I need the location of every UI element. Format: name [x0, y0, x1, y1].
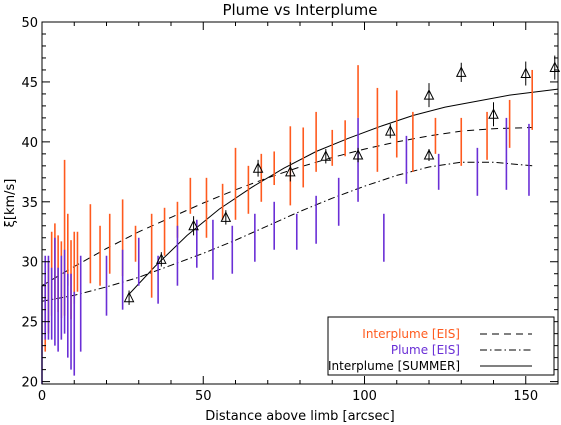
summer-triangle-marker	[520, 67, 532, 79]
y-tick-label: 45	[21, 76, 38, 91]
legend-label: Plume [EIS]	[391, 343, 460, 357]
fit-line-0	[41, 127, 533, 287]
summer-triangle-marker	[252, 162, 264, 173]
chart-title: Plume vs Interplume	[222, 1, 377, 19]
summer-triangle-marker	[549, 61, 561, 73]
fit-line-1	[41, 161, 533, 302]
summer-triangle-marker	[320, 150, 332, 161]
x-tick-label: 0	[38, 389, 46, 404]
x-tick-label: 150	[513, 389, 538, 404]
y-tick-label: 25	[21, 316, 38, 331]
x-tick-label: 100	[352, 389, 377, 404]
y-tick-label: 35	[21, 196, 38, 211]
plot-area	[41, 55, 561, 384]
summer-triangle-marker	[423, 89, 435, 100]
summer-triangle-marker	[285, 165, 296, 177]
y-tick-label: 40	[21, 136, 38, 151]
y-tick-label: 50	[21, 16, 38, 31]
legend: Interplume [EIS] Plume [EIS] Interplume [S…	[327, 316, 555, 376]
y-tick-label: 20	[21, 376, 38, 391]
summer-triangle-marker	[123, 291, 135, 303]
summer-triangle-marker	[352, 148, 364, 160]
axis-ticks: 0 50 100 150 20 25 30 35 40 45 50	[21, 16, 559, 404]
x-axis-title: Distance above limb [arcsec]	[205, 409, 394, 424]
legend-label: Interplume [EIS]	[362, 327, 460, 341]
summer-triangle-marker	[488, 108, 499, 119]
y-axis-title: ξ[km/s]	[3, 179, 18, 228]
legend-box	[327, 316, 555, 376]
y-tick-label: 30	[21, 256, 38, 271]
summer-triangle-marker	[423, 148, 435, 160]
summer-triangle-marker	[455, 66, 467, 77]
summer-triangle-marker	[156, 253, 167, 264]
x-tick-label: 50	[195, 389, 212, 404]
summer-triangle-marker	[188, 219, 199, 231]
summer-triangle-marker	[220, 211, 232, 222]
legend-label: Interplume [SUMMER]	[328, 359, 460, 373]
summer-triangle-marker	[384, 124, 396, 136]
